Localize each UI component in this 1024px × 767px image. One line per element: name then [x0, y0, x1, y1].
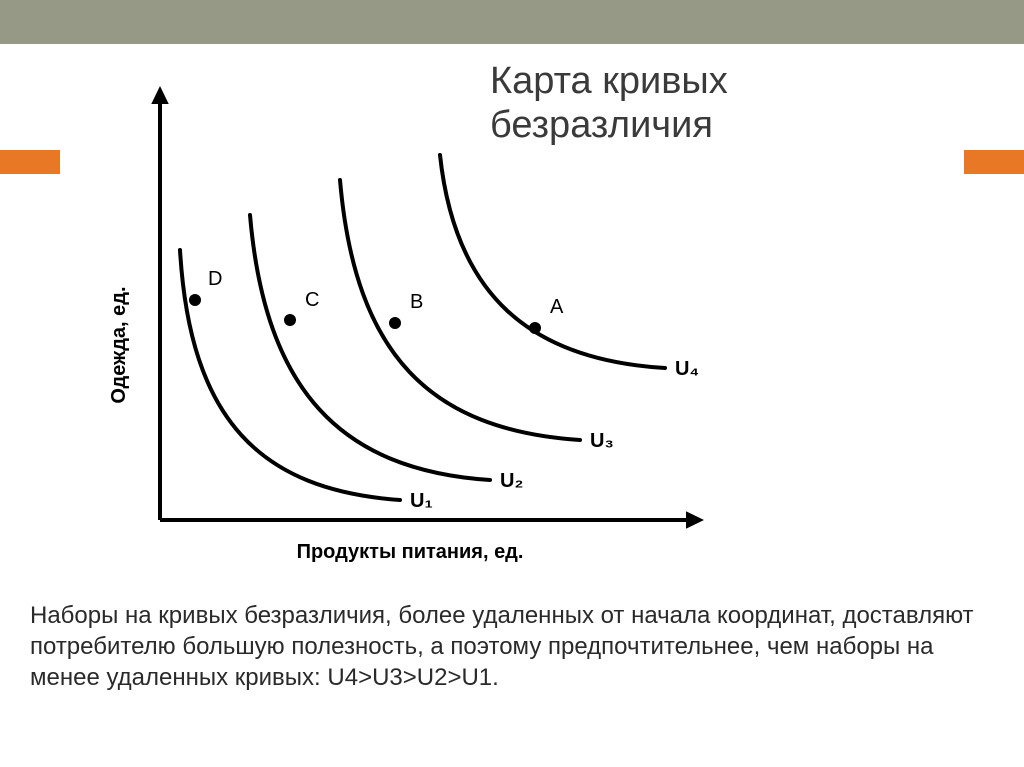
svg-text:U₁: U₁: [410, 490, 433, 512]
slide-accent-left: [0, 150, 60, 174]
svg-text:Продукты питания, ед.: Продукты питания, ед.: [297, 541, 524, 563]
svg-text:U₄: U₄: [675, 358, 699, 380]
svg-text:U₂: U₂: [500, 470, 523, 492]
slide-caption: Наборы на кривых безразличия, более удал…: [30, 600, 990, 694]
slide-accent-right: [964, 150, 1024, 174]
svg-text:U₃: U₃: [590, 430, 614, 452]
chart-svg: Одежда, ед. Продукты питания, ед. U₁ D U₂ C U₃…: [60, 60, 740, 580]
svg-text:B: B: [410, 291, 423, 313]
svg-text:C: C: [305, 289, 319, 311]
slide-top-bar: [0, 0, 1024, 44]
svg-text:A: A: [550, 296, 564, 318]
svg-text:Одежда, ед.: Одежда, ед.: [108, 286, 130, 403]
indifference-curve-chart: Одежда, ед. Продукты питания, ед. U₁ D U₂ C U₃…: [60, 60, 740, 580]
svg-text:D: D: [208, 268, 222, 290]
